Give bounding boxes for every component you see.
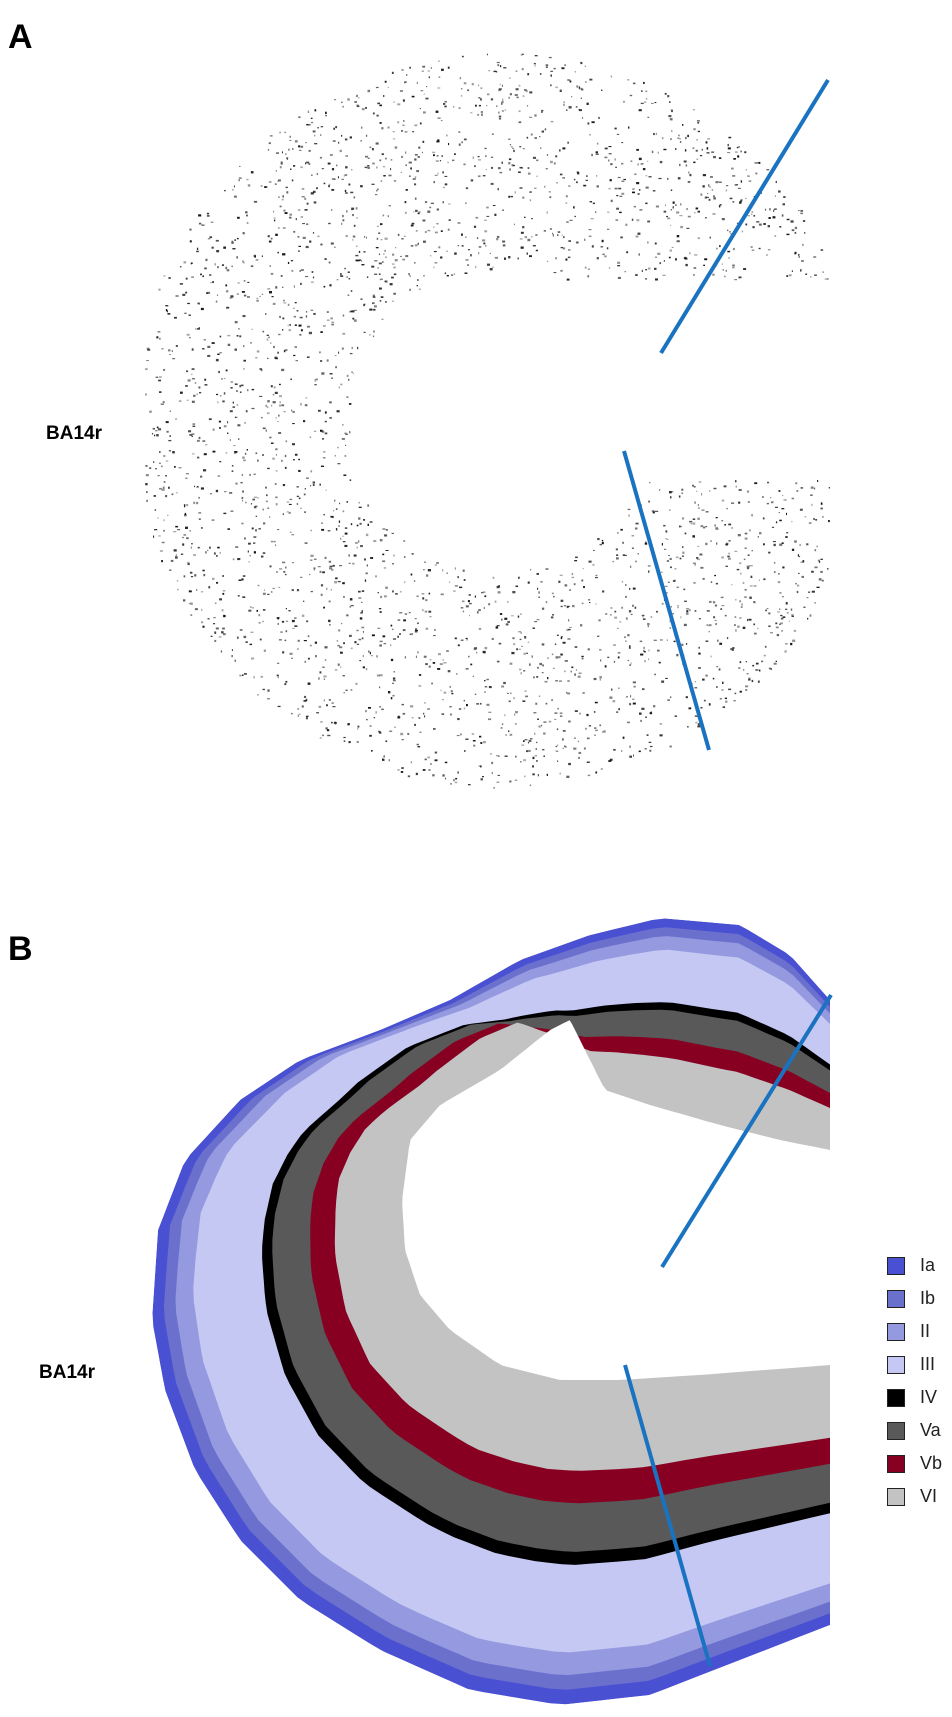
panel-a-region-label: BA14r xyxy=(46,423,102,444)
panel-a-lower-boundary-line xyxy=(622,450,711,751)
panel-b-lower-boundary-line xyxy=(623,1364,712,1667)
legend-label-ib: Ib xyxy=(920,1288,936,1308)
legend-item-ii: II xyxy=(887,1315,942,1348)
panel-a-tissue-section xyxy=(130,0,830,820)
legend-item-iv: IV xyxy=(887,1381,942,1414)
legend-label-vb: Vb xyxy=(920,1453,943,1473)
legend-item-ib: Ib xyxy=(887,1282,942,1315)
legend-item-vb: Vb xyxy=(887,1447,942,1480)
panel-b-upper-boundary-line xyxy=(660,993,833,1269)
legend-swatch-vb xyxy=(887,1454,905,1473)
layer-legend: Ia Ib II III IV Va Vb VI xyxy=(887,1249,942,1513)
legend-swatch-iii xyxy=(887,1355,905,1374)
legend-item-ia: Ia xyxy=(887,1249,942,1282)
panel-b-letter: B xyxy=(8,930,33,968)
legend-label-ii: II xyxy=(920,1321,931,1341)
stained-cell-dots xyxy=(145,53,830,789)
legend-swatch-va xyxy=(887,1421,905,1440)
legend-label-ia: Ia xyxy=(920,1255,936,1275)
legend-item-va: Va xyxy=(887,1414,942,1447)
legend-swatch-iv xyxy=(887,1388,905,1407)
legend-item-iii: III xyxy=(887,1348,942,1381)
panel-b-background-mask xyxy=(130,900,830,1717)
legend-item-vi: VI xyxy=(887,1480,942,1513)
legend-swatch-ia xyxy=(887,1256,905,1275)
white-matter-region xyxy=(402,1020,830,1380)
legend-swatch-vi xyxy=(887,1487,905,1506)
panel-a-letter: A xyxy=(8,18,33,56)
legend-swatch-ib xyxy=(887,1289,905,1308)
legend-swatch-ii xyxy=(887,1322,905,1341)
panel-b-layer-map xyxy=(130,900,830,1717)
panel-b-region-label: BA14r xyxy=(39,1362,95,1383)
legend-label-iii: III xyxy=(920,1354,936,1374)
legend-label-va: Va xyxy=(920,1420,941,1440)
legend-label-iv: IV xyxy=(920,1387,938,1407)
legend-label-vi: VI xyxy=(920,1486,938,1506)
panel-a-upper-boundary-line xyxy=(659,78,830,355)
